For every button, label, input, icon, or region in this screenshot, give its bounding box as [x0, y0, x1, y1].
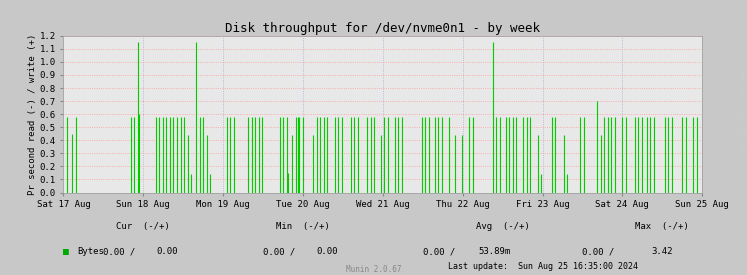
- Y-axis label: Pr second read (-) / write (+): Pr second read (-) / write (+): [28, 34, 37, 195]
- Text: Bytes: Bytes: [77, 247, 104, 256]
- Text: Munin 2.0.67: Munin 2.0.67: [346, 265, 401, 274]
- Text: Cur  (-/+): Cur (-/+): [117, 222, 170, 231]
- Text: RRDTOOL / TOBI OETIKER: RRDTOOL / TOBI OETIKER: [740, 69, 746, 151]
- Text: Last update:  Sun Aug 25 16:35:00 2024: Last update: Sun Aug 25 16:35:00 2024: [447, 262, 637, 271]
- Text: 0.00 /: 0.00 /: [103, 247, 135, 256]
- Text: 0.00: 0.00: [157, 247, 178, 256]
- Text: 0.00 /: 0.00 /: [263, 247, 295, 256]
- Text: Max  (-/+): Max (-/+): [636, 222, 689, 231]
- Text: 0.00 /: 0.00 /: [423, 247, 455, 256]
- Text: 0.00: 0.00: [316, 247, 338, 256]
- Text: 0.00 /: 0.00 /: [582, 247, 615, 256]
- Text: 3.42: 3.42: [651, 247, 673, 256]
- Text: ■: ■: [63, 247, 69, 257]
- Text: 53.89m: 53.89m: [479, 247, 511, 256]
- Title: Disk throughput for /dev/nvme0n1 - by week: Disk throughput for /dev/nvme0n1 - by we…: [226, 21, 540, 35]
- Text: Avg  (-/+): Avg (-/+): [476, 222, 530, 231]
- Text: Min  (-/+): Min (-/+): [276, 222, 330, 231]
